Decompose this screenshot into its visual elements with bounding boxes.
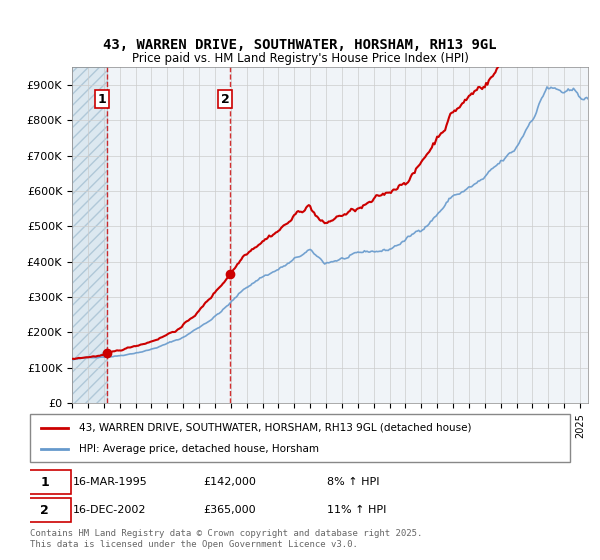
Text: 1: 1 <box>40 475 49 489</box>
Text: 11% ↑ HPI: 11% ↑ HPI <box>327 505 386 515</box>
Text: 43, WARREN DRIVE, SOUTHWATER, HORSHAM, RH13 9GL (detached house): 43, WARREN DRIVE, SOUTHWATER, HORSHAM, R… <box>79 423 471 433</box>
Text: Price paid vs. HM Land Registry's House Price Index (HPI): Price paid vs. HM Land Registry's House … <box>131 52 469 66</box>
Text: 8% ↑ HPI: 8% ↑ HPI <box>327 477 380 487</box>
Text: 43, WARREN DRIVE, SOUTHWATER, HORSHAM, RH13 9GL: 43, WARREN DRIVE, SOUTHWATER, HORSHAM, R… <box>103 38 497 52</box>
Text: 1: 1 <box>98 92 107 105</box>
FancyBboxPatch shape <box>19 498 71 522</box>
Text: 2: 2 <box>40 503 49 517</box>
Text: 16-MAR-1995: 16-MAR-1995 <box>73 477 148 487</box>
FancyBboxPatch shape <box>30 414 570 462</box>
FancyBboxPatch shape <box>19 470 71 494</box>
Text: £365,000: £365,000 <box>203 505 256 515</box>
Text: Contains HM Land Registry data © Crown copyright and database right 2025.
This d: Contains HM Land Registry data © Crown c… <box>30 529 422 549</box>
Bar <box>72 67 107 403</box>
Text: HPI: Average price, detached house, Horsham: HPI: Average price, detached house, Hors… <box>79 444 319 454</box>
Text: 2: 2 <box>221 92 230 105</box>
Bar <box>72 67 107 403</box>
Text: 16-DEC-2002: 16-DEC-2002 <box>73 505 146 515</box>
Text: £142,000: £142,000 <box>203 477 256 487</box>
